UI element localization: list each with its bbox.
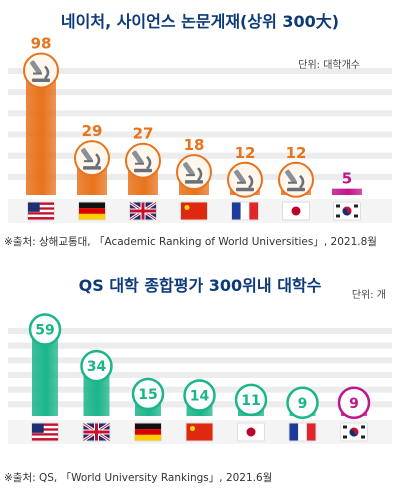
unit-label: 단위: 개 [351, 290, 386, 301]
flag-us-icon [27, 201, 55, 221]
value-label: 12 [235, 144, 256, 162]
microscope-icon [227, 161, 263, 198]
value-label: 5 [342, 170, 352, 188]
unit-label: 단위: 대학개수 [298, 60, 360, 71]
gridline [8, 131, 392, 138]
microscope-icon [125, 142, 161, 179]
flag-china-icon [180, 201, 208, 221]
gridline [8, 68, 392, 74]
microscope-icon [74, 140, 110, 177]
source-note: ※출처: QS, 「World University Rankings」, 20… [4, 472, 273, 484]
chart-panel-qs-ranking [0, 262, 400, 500]
bar-us [26, 70, 56, 195]
value-label: 27 [133, 125, 154, 143]
microscope-icon [23, 52, 59, 89]
flag-korea-icon [333, 201, 361, 221]
value-label: 12 [286, 144, 307, 162]
microscope-icon [176, 154, 212, 191]
gridline [8, 110, 392, 117]
gridline [8, 89, 392, 96]
chart-title: QS 대학 종합평가 300위내 대학수 [78, 276, 322, 295]
value-label: 18 [184, 136, 205, 154]
flag-uk-icon [129, 201, 157, 221]
chart-title: 네이처, 사이언스 논문게재(상위 300大) [60, 12, 340, 31]
microscope-icon [278, 161, 314, 198]
chart-nature-science: 98 29 27 18 12 12 5 [8, 35, 392, 223]
flag-germany-icon [78, 201, 106, 221]
value-label: 29 [82, 122, 103, 140]
value-label: 98 [31, 35, 52, 53]
flag-japan-icon [282, 201, 310, 221]
bar-korea [332, 188, 362, 195]
flag-france-icon [231, 201, 259, 221]
source-note: ※출처: 상해교통대, 「Academic Ranking of World U… [4, 236, 377, 248]
